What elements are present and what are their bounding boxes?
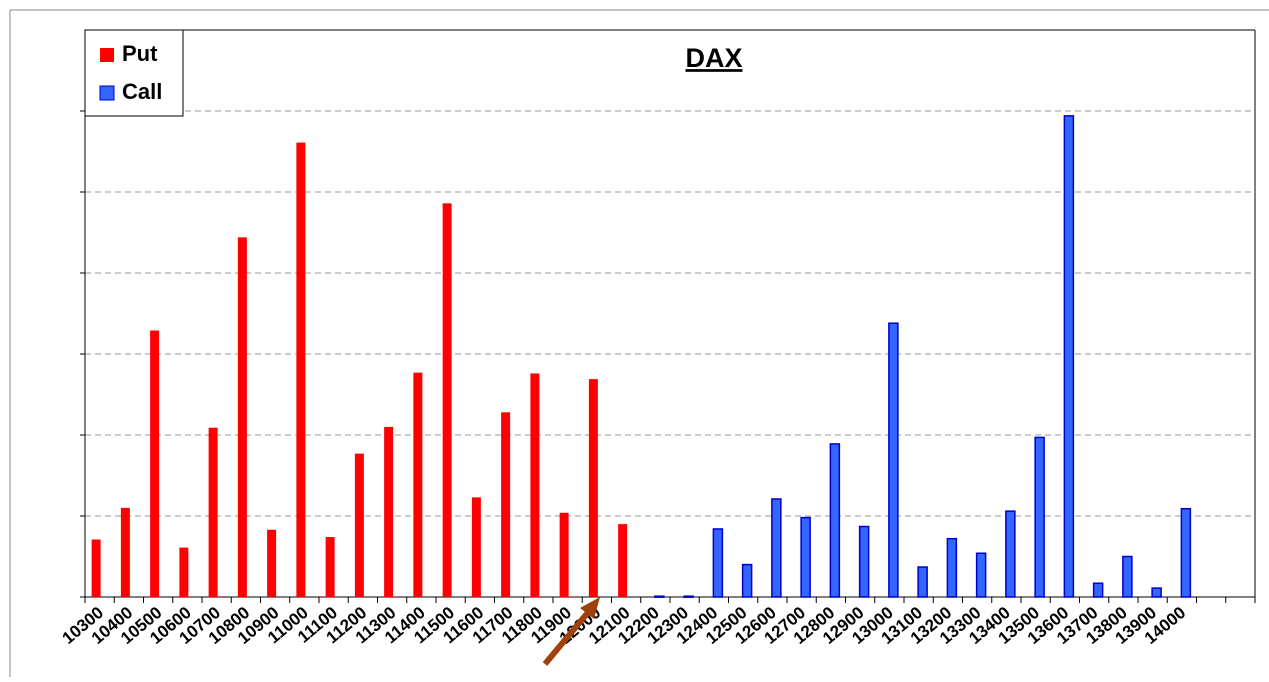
legend-label: Put <box>122 41 158 66</box>
bar <box>237 237 247 598</box>
bar <box>325 537 335 597</box>
bar <box>296 142 306 597</box>
bar <box>150 330 160 597</box>
bar <box>1005 510 1016 598</box>
bar <box>91 539 101 597</box>
bar <box>120 507 130 597</box>
bar <box>683 595 694 598</box>
legend: Put Call <box>84 29 184 117</box>
bar <box>413 372 423 597</box>
legend-label: Call <box>122 79 162 104</box>
bar <box>267 529 277 597</box>
bar <box>442 203 452 597</box>
legend-swatch <box>99 85 115 101</box>
bar <box>1151 587 1162 598</box>
bar <box>741 563 753 598</box>
bar <box>654 595 665 598</box>
bar <box>354 453 364 597</box>
bar <box>1122 555 1133 598</box>
bar <box>208 427 218 597</box>
bar <box>771 498 782 598</box>
bar <box>829 443 841 598</box>
legend-box <box>84 29 184 117</box>
bar <box>1092 582 1104 598</box>
bar <box>1034 436 1045 598</box>
bar <box>179 547 189 597</box>
arrow <box>542 608 593 666</box>
bar <box>588 379 598 597</box>
bar <box>471 497 481 597</box>
bar <box>800 516 811 598</box>
bar <box>559 512 569 597</box>
bar <box>858 525 870 598</box>
bar <box>917 566 928 598</box>
bar <box>501 412 511 597</box>
bar <box>530 373 540 597</box>
arrow-head <box>580 597 600 619</box>
bar <box>712 528 724 598</box>
bar <box>1063 115 1075 598</box>
chart-title: DAX <box>685 43 742 73</box>
bar <box>618 524 628 597</box>
plot-area: 1030010400105001060010700108001090011000… <box>59 29 1256 648</box>
bar <box>1180 507 1192 598</box>
legend-swatch <box>100 48 114 62</box>
bar <box>888 322 899 598</box>
bar <box>384 426 394 597</box>
bar <box>946 537 958 598</box>
bar <box>975 552 987 598</box>
